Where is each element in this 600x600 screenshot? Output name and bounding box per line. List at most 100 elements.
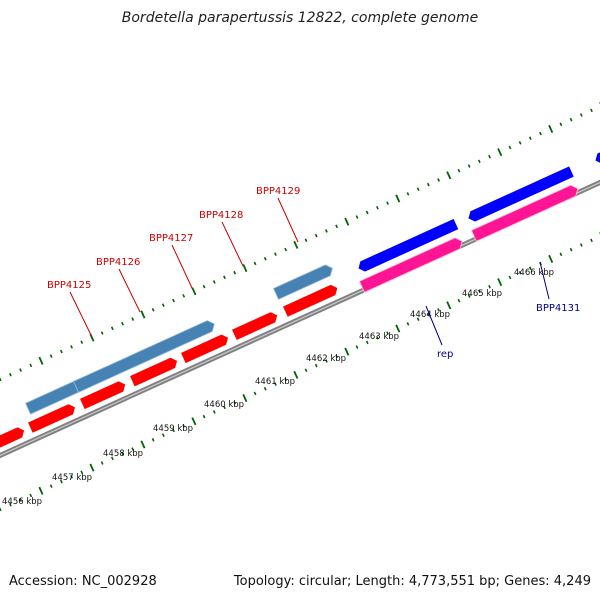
forward-gene-arrow[interactable] [78, 379, 129, 411]
tick-mark [314, 233, 318, 238]
tick-mark [325, 359, 328, 363]
tick-mark [446, 171, 452, 180]
tick-mark [293, 370, 299, 379]
gene-label[interactable]: BPP4125 [47, 280, 91, 291]
tick-mark [253, 261, 257, 266]
tick-mark [19, 498, 22, 502]
cds-feature[interactable] [272, 263, 335, 300]
accession-label: Accession: NC_002928 [9, 574, 157, 589]
tick-mark [121, 451, 124, 456]
tick-mark [284, 377, 288, 382]
tick-mark [293, 240, 299, 249]
tick-mark [325, 229, 328, 233]
gene-label[interactable]: BPP4131 [536, 303, 580, 314]
tick-mark [29, 363, 33, 368]
tick-mark [497, 278, 503, 287]
tick-mark [416, 317, 420, 322]
tick-mark [161, 303, 165, 307]
tick-mark [376, 335, 379, 340]
gene-label-leader-line [277, 197, 299, 243]
reverse-feature[interactable] [470, 183, 581, 242]
tick-mark [467, 294, 471, 298]
tick-mark [49, 354, 53, 358]
tick-mark [344, 347, 350, 356]
tick-mark [579, 113, 583, 117]
reverse-gene-arrow[interactable] [593, 146, 600, 166]
ruler-tick-label: 4460 kbp [204, 400, 244, 410]
map-title: Bordetella parapertussis 12822, complete… [121, 10, 479, 26]
tick-mark [131, 317, 135, 321]
tick-mark [395, 324, 401, 333]
tick-mark [457, 298, 461, 303]
tick-mark [590, 238, 593, 243]
forward-gene-arrow[interactable] [230, 310, 281, 341]
gene-label[interactable]: rep [437, 349, 453, 360]
tick-mark [172, 298, 175, 303]
tick-mark [233, 270, 237, 275]
forward-gene-arrow[interactable] [128, 355, 180, 388]
tick-mark [151, 308, 155, 312]
tick-mark [38, 486, 44, 495]
tick-mark [488, 154, 491, 159]
tick-mark [274, 252, 277, 256]
tick-mark [0, 507, 2, 512]
tick-mark [121, 321, 124, 326]
tick-mark [355, 345, 359, 349]
ruler-tick-label: 4456 kbp [2, 497, 42, 507]
reverse-gene-arrow[interactable] [356, 217, 460, 274]
forward-gene-arrow[interactable] [281, 282, 341, 318]
tick-mark [70, 475, 73, 479]
tick-mark [406, 322, 410, 326]
gene-label[interactable]: BPP4129 [256, 186, 300, 197]
tick-mark [488, 284, 491, 289]
tick-mark [151, 438, 155, 442]
tick-mark [161, 433, 165, 437]
tick-mark [38, 356, 44, 365]
forward-gene-arrow[interactable] [0, 425, 27, 452]
gene-label-leader-line [171, 244, 193, 289]
tick-mark [518, 271, 522, 275]
tick-mark [304, 238, 308, 243]
tick-mark [202, 414, 206, 419]
tick-mark [539, 131, 542, 136]
tick-mark [386, 201, 389, 205]
tick-mark [223, 405, 226, 410]
tick-mark [191, 417, 197, 426]
cds-feature[interactable] [72, 318, 217, 393]
gene-label-leader-line [425, 305, 443, 346]
forward-gene-arrow[interactable] [179, 332, 231, 365]
tick-mark [395, 194, 401, 203]
forward-gene-arrow[interactable] [26, 402, 78, 434]
tick-mark [59, 479, 63, 484]
tick-mark [140, 440, 146, 449]
tick-mark [131, 447, 135, 451]
ruler-tick-label: 4463 kbp [359, 332, 399, 342]
tick-mark [548, 124, 554, 133]
tick-mark [242, 264, 248, 273]
tick-mark [110, 326, 114, 331]
reverse-gene-arrow[interactable] [466, 165, 575, 224]
gene-label-leader-line [69, 291, 92, 336]
gene-label[interactable]: BPP4126 [96, 257, 140, 268]
tick-mark [223, 275, 226, 280]
tick-mark [365, 340, 369, 345]
ruler-tick-label: 4465 kbp [462, 289, 502, 299]
tick-mark [386, 331, 389, 335]
gene-label[interactable]: BPP4128 [199, 210, 243, 221]
tick-mark [335, 224, 339, 229]
tick-mark [579, 243, 583, 247]
ruler-tick-label: 4459 kbp [153, 424, 193, 434]
ruler-tick-label: 4458 kbp [103, 449, 143, 459]
tick-mark [437, 178, 440, 182]
tick-mark [8, 372, 12, 377]
gene-label[interactable]: BPP4127 [149, 233, 193, 244]
tick-mark [559, 252, 563, 257]
outer-tick-track [0, 102, 600, 382]
tick-mark [437, 308, 440, 312]
tick-mark [100, 461, 104, 465]
tick-mark [212, 410, 216, 414]
reverse-feature[interactable] [358, 236, 465, 293]
tick-mark [416, 187, 420, 192]
tick-mark [80, 340, 84, 345]
